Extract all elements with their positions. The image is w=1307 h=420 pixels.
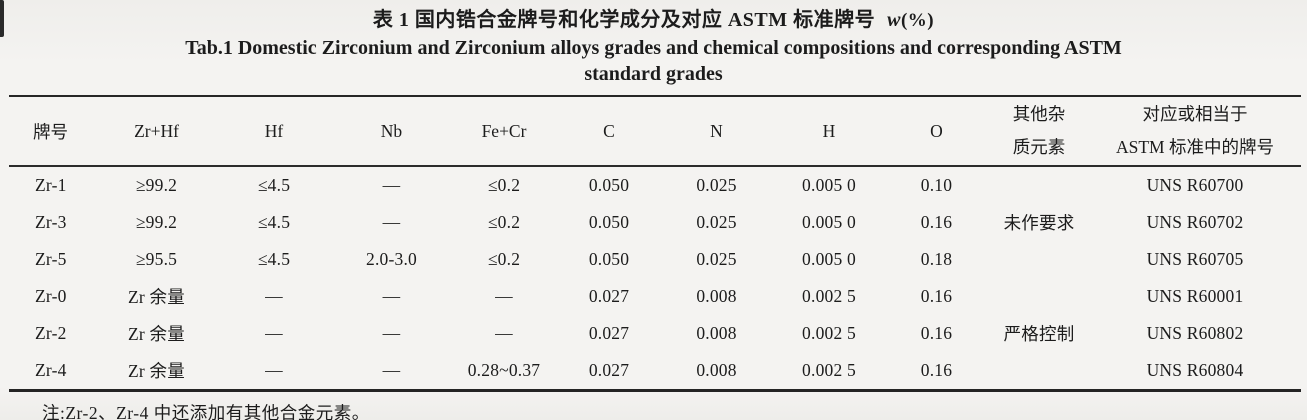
col-header-grade: 牌号 [9, 96, 99, 167]
col-header-nb: Nb [334, 96, 449, 167]
cell-hf: — [265, 286, 283, 306]
cell-grade: Zr-2 [35, 323, 67, 343]
table-title-zh: 表 1 国内锆合金牌号和化学成分及对应 ASTM 标准牌号 w(%) [0, 7, 1307, 34]
cell-o: 0.18 [920, 249, 953, 269]
cell-nb: — [382, 175, 401, 195]
col-header-h: H [774, 96, 884, 167]
cell-zr-hf: Zr 余量 [128, 287, 185, 307]
cell-fe-cr: ≤0.2 [487, 249, 521, 269]
col-header-astm-grade-line1: 对应或相当于 [1142, 103, 1248, 124]
table-footnote: 注:Zr-2、Zr-4 中还添加有其他合金元素。 [42, 403, 370, 420]
cell-zr-hf: ≥99.2 [135, 175, 178, 195]
cell-grade: Zr-1 [35, 175, 67, 195]
table-title-block: 表 1 国内锆合金牌号和化学成分及对应 ASTM 标准牌号 w(%) Tab.1 … [0, 0, 1307, 88]
cell-h: 0.005 0 [802, 249, 856, 269]
cell-n: 0.008 [696, 323, 737, 343]
cell-zr-hf: Zr 余量 [128, 324, 185, 344]
table-title-en-line1: Tab.1 Domestic Zirconium and Zirconium a… [185, 37, 1122, 59]
cell-c: 0.050 [588, 212, 630, 232]
cell-o: 0.10 [920, 175, 953, 195]
cell-astm: UNS R60802 [1146, 323, 1244, 343]
col-header-n: N [659, 96, 774, 167]
cell-astm: UNS R60001 [1146, 286, 1244, 306]
cell-fe-cr: — [495, 323, 513, 343]
cell-nb: — [382, 212, 401, 232]
cell-h: 0.005 0 [802, 175, 856, 195]
cell-fe-cr: ≤0.2 [487, 212, 521, 232]
table-row: Zr-2 Zr 余量 — — — 0.027 0.008 0.002 5 0.1… [9, 315, 1301, 352]
cell-zr-hf: Zr 余量 [128, 361, 185, 381]
cell-nb: 2.0-3.0 [366, 249, 417, 269]
table-row: Zr-3 ≥99.2 ≤4.5 — ≤0.2 0.050 0.025 0.005… [9, 204, 1301, 241]
cell-hf: — [265, 360, 283, 380]
cell-c: 0.027 [588, 323, 630, 343]
cell-o: 0.16 [920, 360, 953, 380]
cell-nb: — [382, 323, 401, 343]
cell-n: 0.025 [696, 212, 737, 232]
cell-c: 0.050 [588, 175, 630, 195]
table-title-en-line2: standard grades [584, 63, 723, 85]
table-row: Zr-0 Zr 余量 — — — 0.027 0.008 0.002 5 0.1… [9, 278, 1301, 344]
cell-nb: — [382, 286, 401, 306]
cell-c: 0.027 [588, 360, 630, 380]
cell-n: 0.025 [696, 175, 737, 195]
col-header-zr-hf: Zr+Hf [99, 96, 214, 167]
cell-fe-cr: 0.28~0.37 [467, 360, 541, 380]
cell-zr-hf: ≥95.5 [135, 249, 178, 269]
cell-c: 0.050 [588, 249, 630, 269]
cell-astm: UNS R60705 [1146, 249, 1244, 269]
cell-h: 0.002 5 [802, 360, 856, 380]
header-row: 牌号 Zr+Hf Hf Nb Fe+Cr C N H O 其他杂 质元素 对应或… [9, 96, 1301, 167]
col-header-other-impurities-line1: 其他杂 [1012, 103, 1066, 124]
col-header-astm-grade: 对应或相当于 ASTM 标准中的牌号 [1089, 96, 1301, 167]
cell-grade: Zr-3 [35, 212, 67, 232]
scan-edge-artifact [0, 0, 4, 37]
mass-fraction-unit: (%) [900, 10, 935, 31]
col-header-fe-cr: Fe+Cr [449, 96, 559, 167]
col-header-other-impurities: 其他杂 质元素 [989, 96, 1089, 167]
col-header-o: O [884, 96, 989, 167]
table-row: Zr-4 Zr 余量 — — 0.28~0.37 0.027 0.008 0.0… [9, 352, 1301, 391]
composition-table: 牌号 Zr+Hf Hf Nb Fe+Cr C N H O 其他杂 质元素 对应或… [9, 95, 1301, 392]
cell-o: 0.16 [920, 323, 953, 343]
col-header-astm-grade-line2: ASTM 标准中的牌号 [1116, 137, 1274, 157]
cell-h: 0.002 5 [802, 323, 856, 343]
cell-astm: UNS R60804 [1146, 360, 1244, 380]
cell-impurity-group-not-required: 未作要求 [1003, 213, 1075, 233]
cell-astm: UNS R60702 [1146, 212, 1244, 232]
cell-hf: — [265, 323, 283, 343]
cell-hf: ≤4.5 [257, 249, 291, 269]
col-header-c: C [559, 96, 659, 167]
table-row: Zr-5 ≥95.5 ≤4.5 2.0-3.0 ≤0.2 0.050 0.025… [9, 241, 1301, 278]
col-header-hf: Hf [214, 96, 334, 167]
cell-nb: — [382, 360, 401, 380]
mass-fraction-symbol: w [887, 9, 901, 31]
cell-h: 0.002 5 [802, 286, 856, 306]
cell-c: 0.027 [588, 286, 630, 306]
cell-n: 0.008 [696, 360, 737, 380]
table-row: Zr-1 ≥99.2 ≤4.5 — ≤0.2 0.050 0.025 0.005… [9, 166, 1301, 233]
cell-h: 0.005 0 [802, 212, 856, 232]
table-title-zh-text: 表 1 国内锆合金牌号和化学成分及对应 ASTM 标准牌号 [372, 9, 876, 31]
cell-fe-cr: — [495, 286, 513, 306]
cell-astm: UNS R60700 [1146, 175, 1244, 195]
cell-hf: ≤4.5 [257, 175, 291, 195]
cell-n: 0.025 [696, 249, 737, 269]
col-header-other-impurities-line2: 质元素 [1012, 137, 1066, 157]
cell-grade: Zr-4 [35, 360, 67, 380]
cell-grade: Zr-0 [35, 286, 67, 306]
cell-hf: ≤4.5 [257, 212, 291, 232]
cell-n: 0.008 [696, 286, 737, 306]
cell-o: 0.16 [920, 212, 953, 232]
cell-grade: Zr-5 [35, 249, 67, 269]
cell-fe-cr: ≤0.2 [487, 175, 521, 195]
cell-o: 0.16 [920, 286, 953, 306]
cell-impurity-group-strict-control: 严格控制 [1003, 324, 1075, 344]
cell-zr-hf: ≥99.2 [135, 212, 178, 232]
